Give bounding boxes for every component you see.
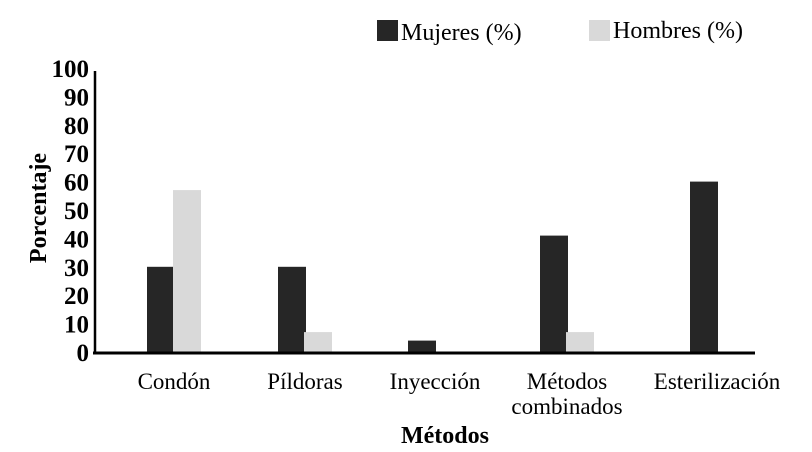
legend: Mujeres (%) Hombres (%) <box>377 18 743 46</box>
legend-label-hombres: Hombres (%) <box>613 18 743 44</box>
y-tick-label: 80 <box>64 113 89 140</box>
bar-mujeres <box>147 266 175 352</box>
y-axis-title: Porcentaje <box>26 153 52 264</box>
bar-hombres <box>173 190 201 352</box>
bar-mujeres <box>408 340 436 352</box>
bars <box>147 181 718 352</box>
x-category-label: Métodos <box>527 369 608 394</box>
y-tick-label: 40 <box>64 226 89 253</box>
bar-hombres <box>304 332 332 352</box>
y-tick-label: 90 <box>64 84 89 111</box>
y-tick-label: 100 <box>52 56 90 83</box>
y-tick-label: 10 <box>64 312 89 339</box>
y-tick-label: 20 <box>64 283 89 310</box>
x-category-label: Condón <box>138 369 211 394</box>
x-axis-title: Métodos <box>401 423 489 449</box>
bar-hombres <box>566 332 594 352</box>
y-tick-label: 0 <box>77 340 90 367</box>
x-category-label: Inyección <box>390 369 481 394</box>
y-tick-label: 60 <box>64 170 89 197</box>
x-category-label: Esterilización <box>654 369 781 394</box>
x-category-label: Píldoras <box>267 369 342 394</box>
bar-mujeres <box>278 266 306 352</box>
bar-mujeres <box>540 235 568 352</box>
legend-label-mujeres: Mujeres (%) <box>401 20 522 46</box>
x-axis-categories: Condón Píldoras Inyección Métodoscombinados… <box>138 369 781 419</box>
y-tick-label: 30 <box>64 255 89 282</box>
legend-swatch-mujeres <box>377 20 398 41</box>
y-tick-label: 50 <box>64 198 89 225</box>
x-category-label: combinados <box>511 394 622 419</box>
bar-mujeres <box>690 181 718 352</box>
legend-swatch-hombres <box>589 20 610 41</box>
y-tick-label: 70 <box>64 141 89 168</box>
